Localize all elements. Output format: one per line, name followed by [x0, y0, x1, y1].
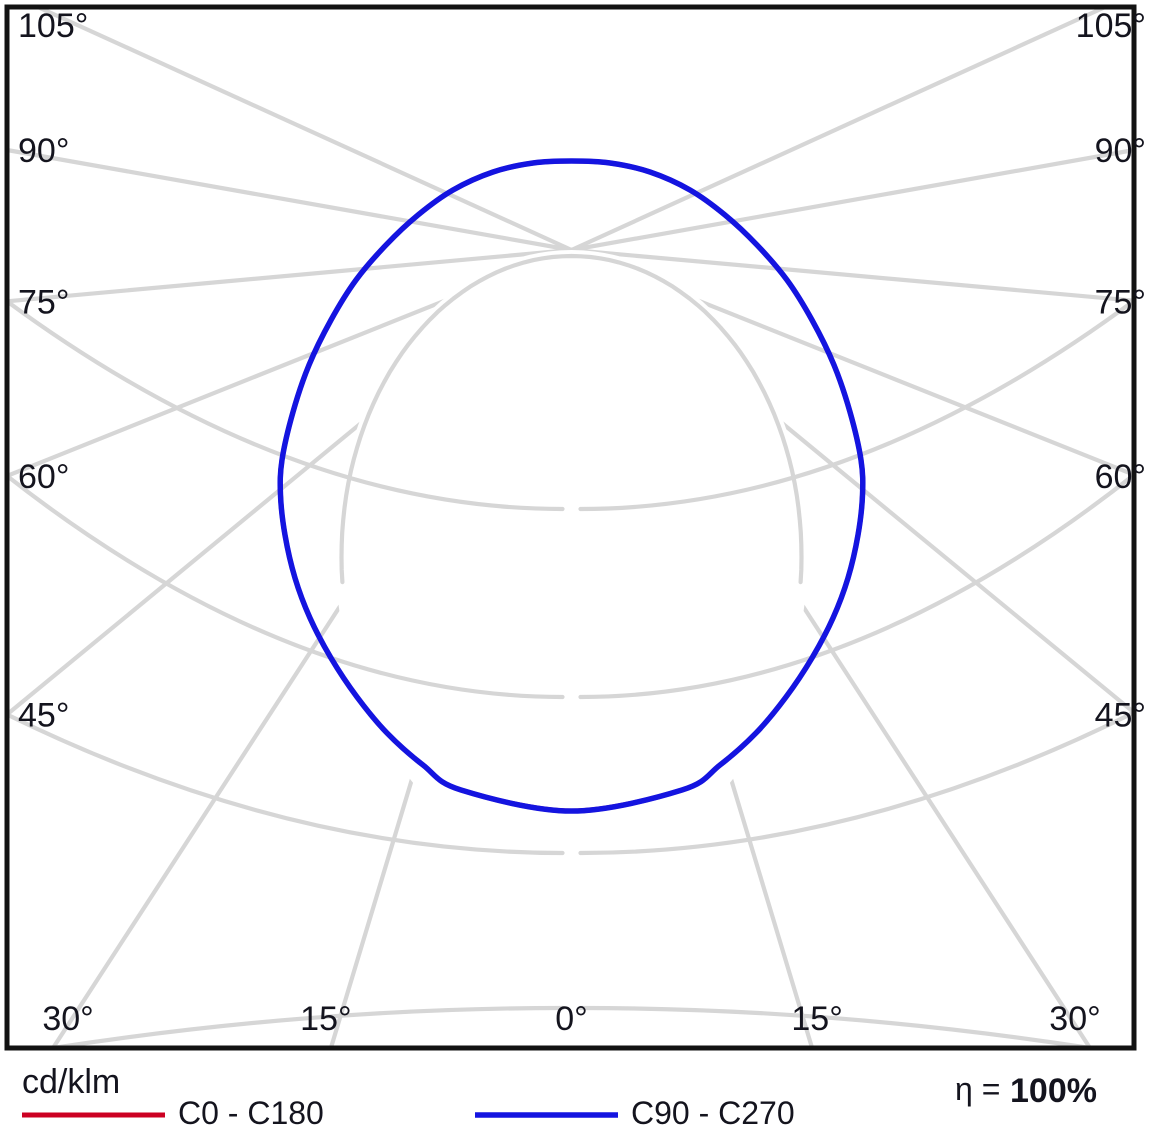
svg-text:45°: 45°	[18, 697, 69, 735]
svg-text:15°: 15°	[791, 1000, 842, 1038]
svg-text:90°: 90°	[18, 132, 69, 170]
svg-text:100%: 100%	[1010, 1072, 1097, 1110]
svg-text:15°: 15°	[300, 1000, 351, 1038]
svg-text:η =: η =	[955, 1071, 1000, 1107]
svg-text:C0 - C180: C0 - C180	[178, 1095, 324, 1131]
svg-text:30°: 30°	[1049, 1000, 1100, 1038]
svg-text:0°: 0°	[555, 1000, 588, 1038]
svg-text:cd/klm: cd/klm	[22, 1063, 120, 1101]
svg-text:45°: 45°	[1095, 697, 1146, 735]
svg-text:75°: 75°	[18, 283, 69, 321]
svg-text:C90 - C270: C90 - C270	[631, 1095, 795, 1131]
svg-text:90°: 90°	[1095, 132, 1146, 170]
svg-text:75°: 75°	[1095, 283, 1146, 321]
svg-text:105°: 105°	[18, 7, 88, 45]
svg-text:30°: 30°	[42, 1000, 93, 1038]
svg-text:105°: 105°	[1076, 7, 1146, 45]
svg-text:60°: 60°	[1095, 458, 1146, 496]
svg-text:60°: 60°	[18, 458, 69, 496]
